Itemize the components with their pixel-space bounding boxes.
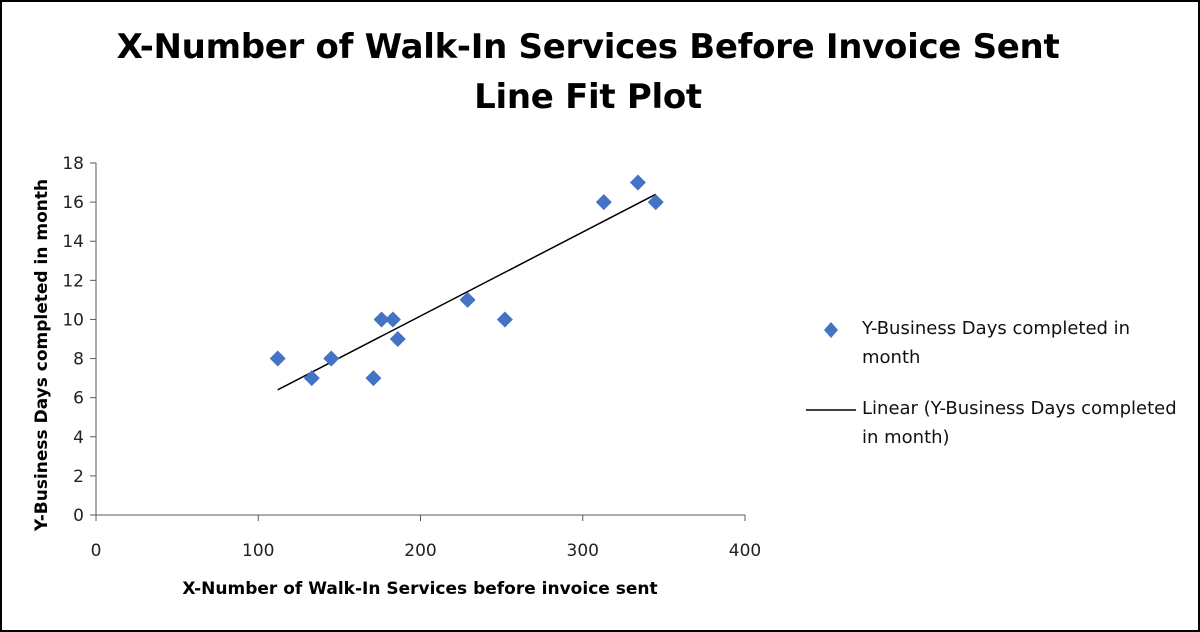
y-tick-label: 0	[73, 506, 84, 526]
x-tick-label: 100	[242, 541, 274, 561]
chart-title-line-1: X-Number of Walk-In Services Before Invo…	[116, 27, 1060, 67]
data-point	[384, 311, 401, 328]
diamond-marker-icon	[824, 322, 838, 338]
y-tick-label: 12	[62, 271, 84, 291]
y-tick-label: 4	[73, 428, 84, 448]
x-tick-label: 200	[404, 541, 436, 561]
data-points	[269, 174, 664, 387]
trendline	[277, 193, 657, 391]
axes	[95, 163, 745, 516]
data-point	[269, 350, 286, 367]
chart-title: X-Number of Walk-In Services Before Invo…	[0, 22, 1176, 122]
data-point	[496, 311, 513, 328]
x-tick-label: 0	[91, 541, 102, 561]
legend-entry-series: Y-Business Days completed in month	[806, 312, 1186, 392]
data-point	[323, 350, 340, 367]
x-axis-title: X-Number of Walk-In Services before invo…	[182, 579, 657, 599]
data-point	[389, 331, 406, 347]
y-tick-label: 14	[62, 232, 84, 252]
y-tick-label: 10	[62, 310, 84, 330]
x-axis-ticks: 0 100 200 300 400	[91, 515, 761, 561]
data-point	[629, 174, 646, 191]
y-tick-label: 18	[62, 154, 84, 174]
legend-trendline-label: Linear (Y-Business Days completed in mon…	[862, 398, 1177, 448]
legend-series-label: Y-Business Days completed in month	[862, 318, 1131, 368]
chart-title-line-2: Line Fit Plot	[474, 77, 702, 117]
y-axis-title: Y-Business Days completed in month	[32, 179, 52, 532]
data-point	[303, 370, 320, 387]
data-point	[373, 311, 390, 328]
data-point	[595, 194, 612, 211]
trendline-group	[277, 193, 657, 391]
y-tick-label: 8	[73, 350, 84, 370]
data-point	[647, 194, 664, 211]
y-axis-ticks: 0 2 4 6 8 10 12 14 16 18	[62, 154, 96, 526]
x-tick-label: 300	[567, 541, 599, 561]
y-tick-label: 16	[62, 193, 84, 213]
legend-entry-trendline: Linear (Y-Business Days completed in mon…	[806, 392, 1186, 472]
y-tick-label: 2	[73, 467, 84, 487]
data-point	[459, 291, 476, 308]
x-tick-label: 400	[729, 541, 761, 561]
y-tick-label: 6	[73, 389, 84, 409]
trendline-icon	[806, 409, 856, 411]
data-point	[365, 370, 382, 387]
legend: Y-Business Days completed in month Linea…	[806, 312, 1186, 472]
